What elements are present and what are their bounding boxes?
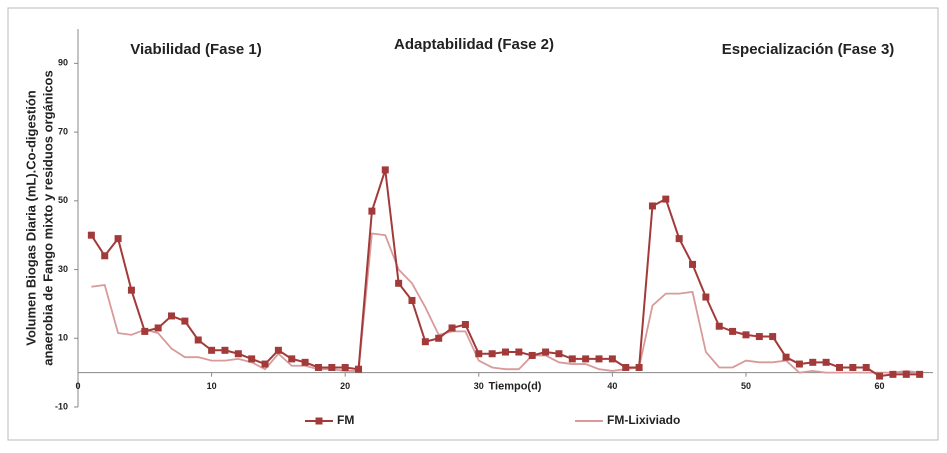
- marker: [608, 355, 616, 363]
- x-tick-label: 40: [607, 381, 617, 391]
- x-tick-label: 0: [75, 381, 80, 391]
- marker: [902, 370, 910, 378]
- marker: [822, 358, 830, 366]
- marker: [288, 355, 296, 363]
- marker: [689, 260, 697, 268]
- marker: [341, 363, 349, 371]
- x-tick-label: 20: [340, 381, 350, 391]
- marker: [261, 360, 269, 368]
- y-tick-label: -10: [55, 401, 68, 411]
- marker: [368, 207, 376, 215]
- marker: [421, 338, 429, 346]
- marker: [542, 348, 550, 356]
- marker: [408, 296, 416, 304]
- marker: [461, 321, 469, 329]
- marker: [876, 372, 884, 380]
- marker: [729, 327, 737, 335]
- marker: [208, 346, 216, 354]
- annotation: Adaptabilidad (Fase 2): [394, 36, 554, 53]
- marker: [127, 286, 135, 294]
- marker: [916, 370, 924, 378]
- marker: [194, 336, 202, 344]
- marker: [301, 358, 309, 366]
- marker: [862, 363, 870, 371]
- marker: [248, 355, 256, 363]
- marker: [769, 333, 777, 341]
- marker: [274, 346, 282, 354]
- frame: [7, 7, 939, 441]
- series-line: [91, 232, 920, 374]
- x-tick-label: 50: [741, 381, 751, 391]
- marker: [648, 202, 656, 210]
- marker: [835, 363, 843, 371]
- marker: [502, 348, 509, 356]
- marker: [475, 350, 483, 358]
- y-axis-label: Volumen Biogas Diaria (mL).Co-digestión: [23, 90, 38, 346]
- marker: [889, 370, 897, 378]
- marker: [221, 346, 229, 354]
- legend-label: FM-Lixiviado: [607, 413, 680, 427]
- marker: [328, 363, 336, 371]
- marker: [141, 327, 149, 335]
- x-tick-label: 60: [875, 381, 885, 391]
- marker: [595, 355, 603, 363]
- marker: [702, 293, 710, 301]
- marker: [515, 348, 523, 356]
- marker: [715, 322, 723, 330]
- marker: [582, 355, 590, 363]
- marker: [435, 334, 443, 342]
- annotation: Viabilidad (Fase 1): [130, 41, 261, 58]
- marker: [755, 333, 763, 341]
- marker: [528, 351, 536, 359]
- marker: [662, 195, 670, 203]
- marker: [809, 358, 817, 366]
- marker: [782, 353, 790, 361]
- y-tick-label: 90: [58, 58, 68, 68]
- marker: [448, 324, 456, 332]
- marker: [635, 363, 643, 371]
- marker: [675, 235, 683, 243]
- y-tick-label: 50: [58, 195, 68, 205]
- legend-marker: [315, 417, 323, 425]
- marker: [87, 231, 95, 239]
- marker: [795, 360, 803, 368]
- legend-label: FM: [337, 413, 354, 427]
- marker: [355, 365, 363, 373]
- marker: [555, 350, 563, 358]
- marker: [568, 355, 576, 363]
- marker: [168, 312, 176, 320]
- y-tick-label: 10: [58, 333, 68, 343]
- y-tick-label: 30: [58, 264, 68, 274]
- marker: [234, 350, 242, 358]
- y-axis-label: anaerobia de Fango mixto y residuos orgá…: [40, 70, 55, 365]
- marker: [849, 363, 857, 371]
- marker: [395, 279, 403, 287]
- marker: [622, 363, 630, 371]
- marker: [488, 350, 496, 358]
- marker: [181, 317, 189, 325]
- marker: [742, 331, 750, 339]
- marker: [381, 166, 389, 174]
- marker: [114, 235, 122, 243]
- marker: [101, 252, 109, 260]
- annotation: Especialización (Fase 3): [722, 41, 895, 58]
- x-tick-label: 30: [474, 381, 484, 391]
- x-tick-label: 10: [207, 381, 217, 391]
- marker: [154, 324, 162, 332]
- y-tick-label: 70: [58, 126, 68, 136]
- marker: [314, 363, 322, 371]
- x-axis-label: Tiempo(d): [489, 381, 542, 393]
